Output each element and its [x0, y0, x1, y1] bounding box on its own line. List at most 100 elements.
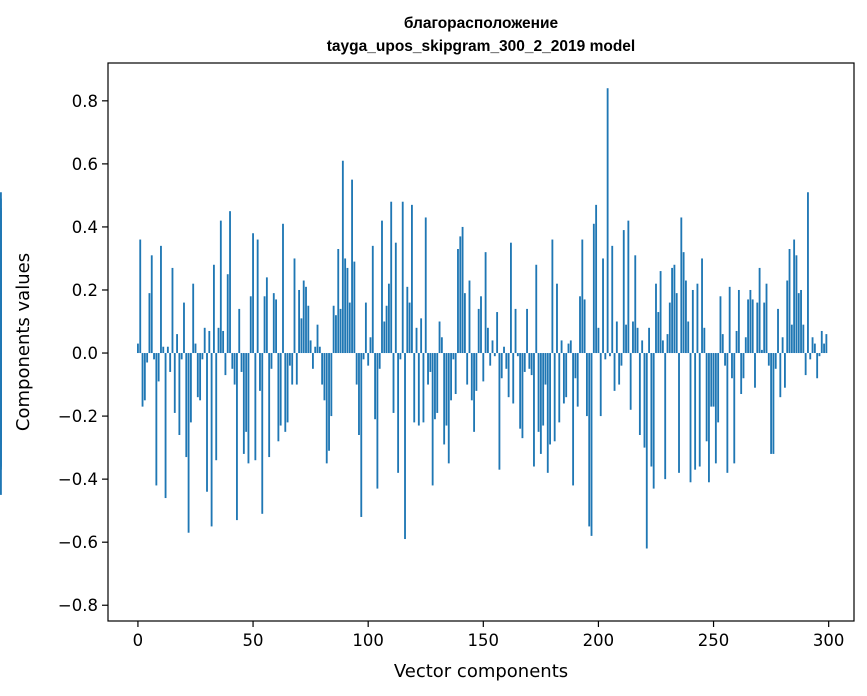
bar — [747, 299, 750, 354]
bar — [378, 353, 381, 369]
bar — [756, 302, 759, 354]
bar — [797, 293, 800, 354]
bar — [740, 353, 743, 395]
bar — [318, 346, 321, 354]
bar — [567, 343, 570, 354]
bar — [394, 242, 397, 354]
bar — [507, 353, 510, 398]
bar — [261, 353, 264, 514]
bar — [436, 353, 439, 413]
bar — [583, 299, 586, 354]
bar — [731, 353, 733, 379]
bar — [468, 280, 471, 354]
bar — [263, 296, 266, 354]
bar — [208, 330, 211, 354]
bar — [606, 88, 609, 354]
bar — [708, 353, 710, 483]
bar — [482, 353, 485, 382]
bar — [521, 353, 524, 439]
bar — [558, 353, 561, 423]
bar — [691, 289, 694, 354]
bar — [512, 353, 515, 404]
bar — [171, 267, 174, 354]
bar — [496, 312, 499, 354]
bar — [486, 327, 489, 354]
bar — [784, 353, 786, 388]
x-tick-label: 100 — [352, 631, 384, 650]
bar — [447, 353, 450, 464]
bar — [390, 201, 393, 354]
bar — [634, 255, 637, 354]
bar — [549, 353, 551, 445]
bar — [217, 327, 220, 354]
bar — [256, 239, 259, 354]
bar — [602, 258, 604, 354]
x-axis-label: Vector components — [394, 661, 568, 682]
bar — [215, 353, 218, 461]
bar — [772, 353, 775, 454]
bar — [413, 353, 416, 423]
bar — [804, 353, 807, 376]
bar — [427, 353, 429, 385]
bar — [0, 353, 2, 467]
bar — [141, 353, 144, 407]
bar — [408, 302, 411, 354]
bar — [189, 353, 192, 423]
bar — [638, 353, 641, 435]
bar — [422, 353, 425, 423]
bar — [682, 252, 685, 354]
bar — [678, 353, 680, 473]
bar — [434, 353, 436, 420]
bar — [696, 283, 699, 354]
y-tick-label: −0.2 — [58, 407, 98, 426]
bar — [576, 353, 579, 407]
bar — [302, 280, 305, 354]
bar — [579, 296, 581, 354]
chart-subtitle: tayga_upos_skipgram_300_2_2019 model — [327, 38, 635, 55]
y-axis-label: Components values — [13, 253, 34, 431]
x-tick-label: 250 — [698, 631, 730, 650]
bar — [268, 353, 271, 458]
bar — [489, 353, 492, 366]
bar — [514, 308, 517, 354]
bar — [323, 353, 326, 401]
bar — [187, 353, 190, 533]
bar — [636, 327, 639, 354]
bar — [335, 315, 337, 354]
bar — [452, 353, 455, 360]
y-tick-label: 0.2 — [72, 281, 98, 300]
bar — [196, 353, 199, 398]
bar — [325, 353, 328, 464]
bar — [226, 274, 229, 354]
bar — [461, 226, 464, 354]
bar — [401, 201, 404, 354]
bar — [155, 353, 158, 486]
bar — [641, 340, 644, 354]
bar — [339, 308, 342, 354]
y-tick-label: 0.6 — [72, 155, 98, 174]
bar — [139, 239, 142, 354]
bar — [231, 353, 234, 369]
bar — [533, 353, 535, 467]
bar — [385, 305, 388, 354]
bar — [420, 318, 423, 354]
bar — [381, 220, 383, 354]
bar — [802, 324, 805, 354]
bar — [735, 330, 738, 354]
bar — [493, 353, 496, 357]
bar — [629, 353, 632, 410]
bar — [222, 330, 225, 354]
bar — [247, 353, 250, 464]
bar — [597, 327, 600, 354]
bar — [314, 346, 317, 354]
bar — [622, 230, 625, 354]
bar — [307, 305, 310, 354]
bar — [484, 252, 487, 354]
bar — [259, 353, 261, 391]
bar — [809, 353, 812, 360]
bar — [473, 353, 476, 432]
bar — [337, 249, 340, 354]
bar — [816, 353, 819, 379]
bar — [592, 223, 595, 354]
